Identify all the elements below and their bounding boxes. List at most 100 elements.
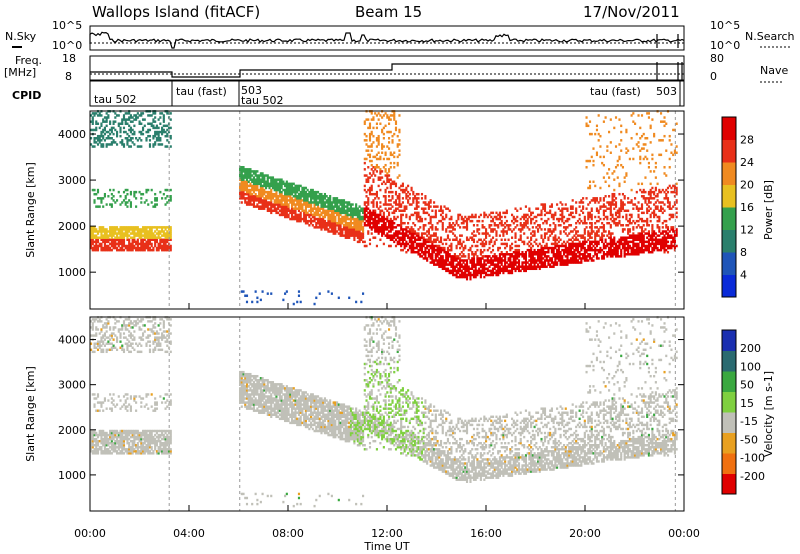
power-echo-cell (672, 213, 675, 217)
power-echo-cell (141, 192, 145, 196)
power-echo-cell (441, 248, 444, 252)
power-echo-cell (448, 248, 451, 252)
power-echo-cell (634, 242, 637, 246)
power-echo-cell (429, 205, 432, 208)
power-echo-cell (280, 184, 283, 188)
power-echo-cell (642, 242, 645, 246)
power-echo-cell (240, 195, 243, 198)
power-echo-cell (367, 153, 370, 157)
power-echo-cell (114, 201, 117, 204)
power-echo-cell (389, 166, 392, 169)
power-echo-cell (640, 248, 644, 252)
power-echo-cell (93, 114, 96, 117)
power-echo-cell (582, 240, 585, 244)
power-echo-cell (145, 244, 148, 248)
power-echo-cell (429, 244, 432, 248)
power-echo-cell (571, 211, 574, 215)
power-echo-cell (316, 207, 320, 210)
power-echo-cell (270, 180, 273, 184)
power-echo-cell (583, 219, 586, 223)
power-echo-cell (443, 259, 446, 262)
power-echo-cell (443, 263, 446, 266)
power-echo-cell (608, 242, 611, 246)
power-echo-cell (568, 224, 571, 227)
power-echo-cell (372, 224, 375, 227)
power-echo-cell (164, 242, 167, 246)
power-echo-cell (292, 211, 295, 215)
power-echo-cell (476, 219, 479, 223)
power-echo-cell (126, 201, 129, 204)
power-echo-cell (112, 120, 115, 123)
power-echo-cell (325, 205, 328, 208)
power-echo-cell (465, 217, 469, 221)
power-echo-cell (355, 219, 358, 223)
power-echo-cell (320, 195, 323, 198)
power-echo-cell (110, 128, 113, 132)
power-echo-cell (377, 134, 380, 138)
power-echo-cell (117, 240, 120, 244)
power-echo-cell (360, 207, 363, 210)
power-echo-cell (471, 238, 474, 242)
power-echo-cell (268, 209, 271, 213)
power-echo-cell (464, 263, 467, 266)
power-echo-cell (313, 201, 316, 204)
power-echo-cell (433, 238, 436, 242)
power-echo-cell (398, 192, 401, 196)
power-echo-cell (554, 263, 557, 266)
power-echo-cell (400, 215, 403, 219)
power-echo-cell (608, 184, 611, 188)
power-echo-cell (365, 118, 368, 121)
power-echo-cell (280, 195, 283, 198)
power-echo-cell (530, 259, 533, 262)
power-echo-cell (356, 221, 359, 225)
power-echo-cell (514, 232, 517, 235)
power-echo-cell (387, 226, 391, 229)
power-echo-cell (420, 197, 424, 200)
power-echo-cell (287, 184, 290, 188)
power-echo-cell (370, 118, 373, 121)
power-echo-cell (363, 120, 366, 123)
power-echo-cell (659, 205, 663, 208)
power-echo-cell (273, 182, 276, 186)
power-echo-cell (126, 238, 129, 242)
power-echo-cell (512, 257, 515, 260)
power-echo-cell (244, 180, 247, 184)
power-echo-cell (556, 261, 559, 264)
power-echo-cell (530, 257, 533, 260)
power-echo-cell (401, 238, 404, 242)
power-echo-cell (242, 192, 245, 196)
power-echo-cell (550, 232, 553, 235)
power-echo-cell (374, 155, 377, 159)
power-echo-cell (491, 248, 495, 252)
power-echo-cell (110, 192, 113, 196)
power-echo-cell (576, 259, 579, 262)
power-echo-cell (245, 188, 249, 192)
power-echo-cell (387, 190, 391, 194)
power-echo-cell (356, 213, 359, 217)
power-echo-cell (514, 248, 517, 252)
power-echo-cell (245, 182, 249, 186)
power-echo-cell (620, 250, 623, 254)
power-echo-cell (479, 265, 482, 268)
power-echo-cell (382, 215, 385, 219)
power-echo-cell (661, 226, 664, 229)
power-echo-cell (297, 201, 301, 204)
power-echo-cell (282, 209, 285, 213)
power-echo-cell (464, 246, 467, 250)
power-echo-cell (400, 248, 403, 252)
power-echo-cell (297, 294, 301, 297)
power-echo-cell (580, 259, 583, 262)
power-echo-cell (502, 259, 505, 262)
power-echo-cell (245, 190, 249, 194)
power-echo-cell (329, 213, 332, 217)
power-echo-cell (543, 259, 547, 262)
power-echo-cell (166, 188, 169, 192)
power-echo-cell (285, 207, 288, 210)
power-echo-cell (162, 234, 165, 237)
power-echo-cell (533, 259, 536, 262)
power-echo-cell (396, 155, 399, 159)
power-echo-cell (382, 221, 385, 225)
power-echo-cell (273, 209, 276, 213)
power-echo-cell (528, 240, 531, 244)
power-echo-cell (500, 219, 503, 223)
